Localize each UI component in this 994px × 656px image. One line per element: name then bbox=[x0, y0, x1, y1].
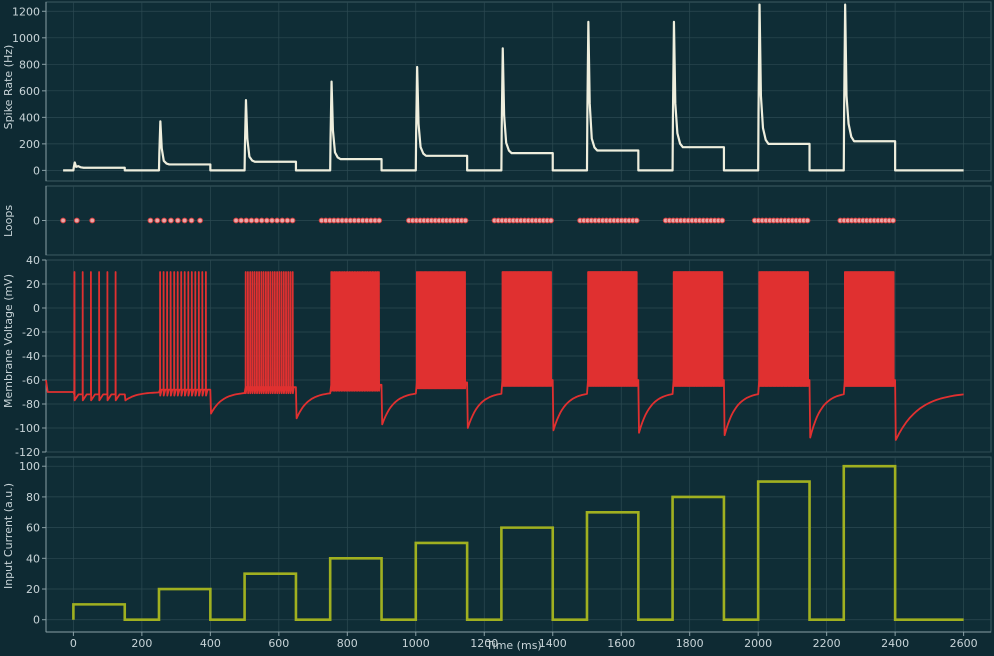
loops-point bbox=[462, 217, 469, 224]
input-current-ytick-label: 0 bbox=[33, 614, 40, 627]
membrane-voltage-panel: -120 -100 -80 -60 -40 -20 0 20 40 bbox=[15, 254, 992, 459]
loops-point bbox=[719, 217, 726, 224]
loops-point bbox=[548, 217, 554, 224]
membrane-voltage-ytick-label: -40 bbox=[22, 350, 40, 363]
loops-point bbox=[181, 217, 188, 224]
spike-rate-ytick-label: 1000 bbox=[12, 32, 40, 45]
membrane-voltage-series bbox=[45, 271, 964, 441]
time-xtick-label: 1000 bbox=[402, 637, 430, 650]
spike-rate-ytick-label: 400 bbox=[19, 111, 40, 124]
loops-panel: 0 bbox=[33, 185, 992, 256]
loops-point bbox=[258, 217, 265, 224]
time-xtick-label: 0 bbox=[70, 637, 77, 650]
loops-ytick-label: 0 bbox=[33, 215, 40, 228]
loops-point bbox=[238, 217, 245, 224]
loops-point bbox=[248, 217, 255, 224]
loops-point bbox=[289, 217, 296, 224]
membrane-voltage-ytick-label: -100 bbox=[15, 422, 40, 435]
time-xtick-label: 400 bbox=[200, 637, 221, 650]
loops-ylabel: Loops bbox=[2, 205, 15, 237]
time-xtick-label: 1800 bbox=[676, 637, 704, 650]
loops-point bbox=[263, 217, 270, 224]
loops-point bbox=[804, 217, 811, 224]
time-xlabel: Time (ms) bbox=[485, 639, 541, 652]
loops-point bbox=[188, 217, 195, 224]
membrane-voltage-ytick-label: -80 bbox=[22, 398, 40, 411]
loops-point bbox=[174, 217, 181, 224]
spike-rate-ytick-label: 1200 bbox=[12, 5, 40, 18]
membrane-voltage-ytick-label: 40 bbox=[26, 254, 40, 267]
input-current-ytick-label: 60 bbox=[26, 522, 40, 535]
spike-rate-plot-area bbox=[45, 1, 992, 182]
membrane-voltage-ytick-label: 20 bbox=[26, 278, 40, 291]
time-xtick-label: 1400 bbox=[539, 637, 567, 650]
input-current-ytick-label: 40 bbox=[26, 552, 40, 565]
spike-rate-series bbox=[63, 3, 964, 172]
loops-point bbox=[253, 217, 260, 224]
input-current-ytick-label: 20 bbox=[26, 583, 40, 596]
loops-point bbox=[269, 217, 275, 224]
time-xtick-label: 1600 bbox=[607, 637, 635, 650]
membrane-voltage-ytick-label: 0 bbox=[33, 302, 40, 315]
loops-point bbox=[73, 217, 80, 224]
input-current-series bbox=[72, 464, 964, 622]
loops-point bbox=[197, 217, 203, 224]
loops-point bbox=[161, 217, 168, 224]
time-xtick-label: 1200 bbox=[470, 637, 498, 650]
time-xtick-label: 2000 bbox=[744, 637, 772, 650]
loops-point bbox=[284, 217, 291, 224]
spike-rate-ytick-label: 0 bbox=[33, 164, 40, 177]
loops-point bbox=[890, 217, 896, 224]
loops-point bbox=[168, 217, 174, 224]
membrane-voltage-ylabel: Membrane Voltage (mV) bbox=[2, 274, 15, 408]
spike-rate-panel: 0 200 400 600 800 1000 1200 bbox=[12, 1, 992, 182]
input-current-ytick-label: 80 bbox=[26, 491, 40, 504]
input-current-ytick-label: 100 bbox=[19, 460, 40, 473]
input-current-ylabel: Input Current (a.u.) bbox=[2, 483, 15, 589]
loops-point bbox=[376, 217, 383, 224]
membrane-voltage-ytick-label: -120 bbox=[15, 446, 40, 459]
loops-point bbox=[243, 217, 250, 224]
time-xtick-label: 2400 bbox=[881, 637, 909, 650]
time-xtick-label: 600 bbox=[268, 637, 289, 650]
time-xtick-label: 200 bbox=[131, 637, 152, 650]
loops-point bbox=[147, 217, 154, 224]
spike-rate-ylabel: Spike Rate (Hz) bbox=[2, 45, 15, 130]
loops-point bbox=[274, 217, 281, 224]
spike-rate-ytick-label: 600 bbox=[19, 85, 40, 98]
loops-point bbox=[279, 217, 286, 224]
loops-point bbox=[89, 217, 96, 224]
spike-rate-ytick-label: 200 bbox=[19, 138, 40, 151]
loops-point bbox=[233, 217, 239, 224]
time-xtick-label: 800 bbox=[337, 637, 358, 650]
loops-point bbox=[60, 217, 67, 224]
time-xtick-label: 2600 bbox=[950, 637, 978, 650]
loops-point bbox=[154, 217, 161, 224]
membrane-voltage-ytick-label: -20 bbox=[22, 326, 40, 339]
time-xtick-label: 2200 bbox=[813, 637, 841, 650]
membrane-voltage-ytick-label: -60 bbox=[22, 374, 40, 387]
loops-point bbox=[633, 217, 640, 224]
input-current-plot-area bbox=[45, 456, 992, 633]
spike-rate-ytick-label: 800 bbox=[19, 58, 40, 71]
